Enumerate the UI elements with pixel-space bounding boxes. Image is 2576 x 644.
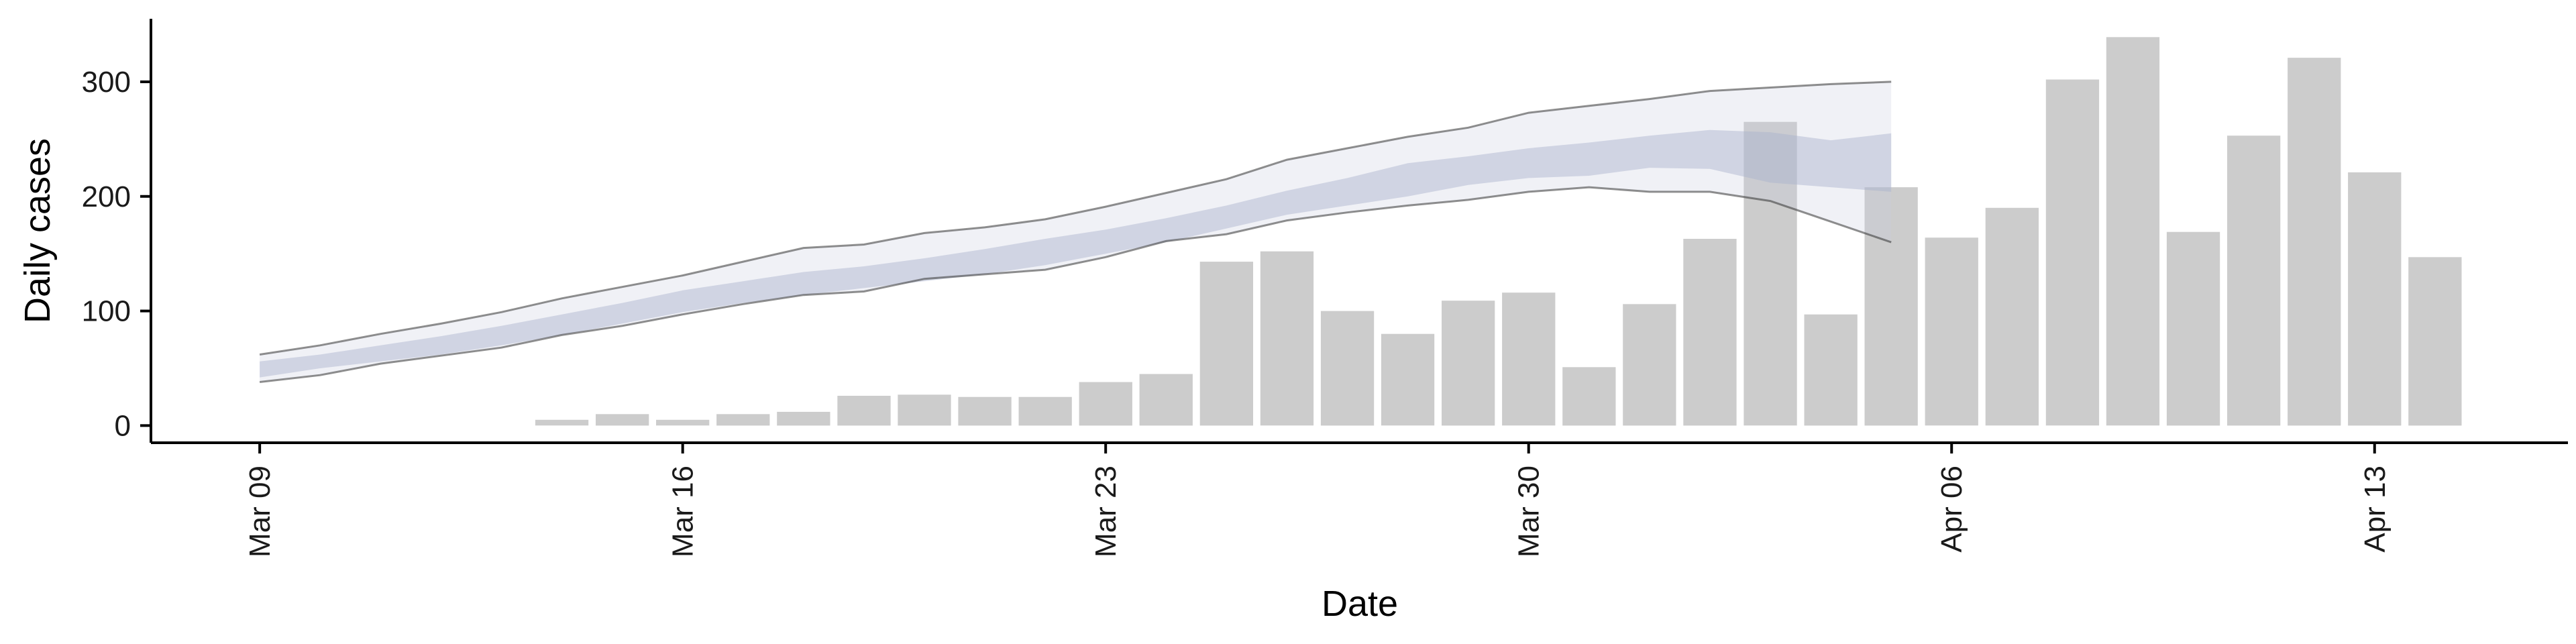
y-tick-label: 0	[115, 409, 131, 442]
x-tick-label: Mar 30	[1513, 466, 1546, 557]
bar	[2166, 231, 2220, 426]
bar	[1320, 311, 1375, 426]
bar	[1139, 374, 1193, 426]
bar	[1199, 262, 1253, 426]
bar	[2106, 37, 2160, 426]
band-upper-line	[259, 80, 1892, 356]
bar	[716, 414, 770, 426]
y-ticks: 0 100 200 300	[82, 66, 151, 442]
x-tick-label: Apr 13	[2359, 466, 2392, 553]
bar	[1683, 239, 1737, 426]
bar	[1925, 237, 1978, 426]
bar	[958, 396, 1012, 426]
band-outer-area	[260, 81, 1892, 382]
x-tick-label: Mar 23	[1089, 466, 1122, 557]
x-tick-label: Apr 06	[1935, 466, 1968, 553]
x-tick-label: Mar 09	[244, 466, 276, 557]
band-lower-line	[259, 186, 1892, 383]
bar	[1864, 187, 1918, 426]
bar	[837, 396, 891, 426]
bar	[656, 419, 710, 426]
bar	[777, 411, 830, 426]
bar	[1985, 207, 2039, 426]
bar	[1804, 314, 1858, 426]
bar	[2348, 172, 2402, 426]
axes	[150, 19, 2568, 444]
bar	[2045, 79, 2100, 426]
bar	[1502, 292, 1556, 426]
bar	[2227, 136, 2281, 426]
bar	[596, 414, 649, 426]
bar	[1562, 367, 1616, 426]
y-tick-label: 100	[82, 295, 131, 328]
bar	[898, 394, 951, 426]
x-ticks: Mar 09 Mar 16 Mar 23 Mar 30 Apr 06 Apr 13	[244, 443, 2392, 557]
plot-area	[259, 37, 2462, 426]
y-tick-label: 300	[82, 66, 131, 99]
bar	[1381, 333, 1435, 426]
bar	[1018, 396, 1072, 426]
bar	[1260, 251, 1314, 426]
bar	[2408, 257, 2462, 426]
bar	[2288, 58, 2341, 426]
bar	[1743, 121, 1797, 426]
bar	[1623, 304, 1676, 426]
bar	[1442, 301, 1495, 426]
y-axis-title: Daily cases	[17, 138, 58, 323]
band-inner-area	[260, 129, 1892, 378]
bar	[535, 419, 589, 426]
x-tick-label: Mar 16	[667, 466, 700, 557]
y-tick-label: 200	[82, 180, 131, 213]
x-axis-title: Date	[1322, 584, 1398, 624]
bar	[1079, 382, 1132, 426]
